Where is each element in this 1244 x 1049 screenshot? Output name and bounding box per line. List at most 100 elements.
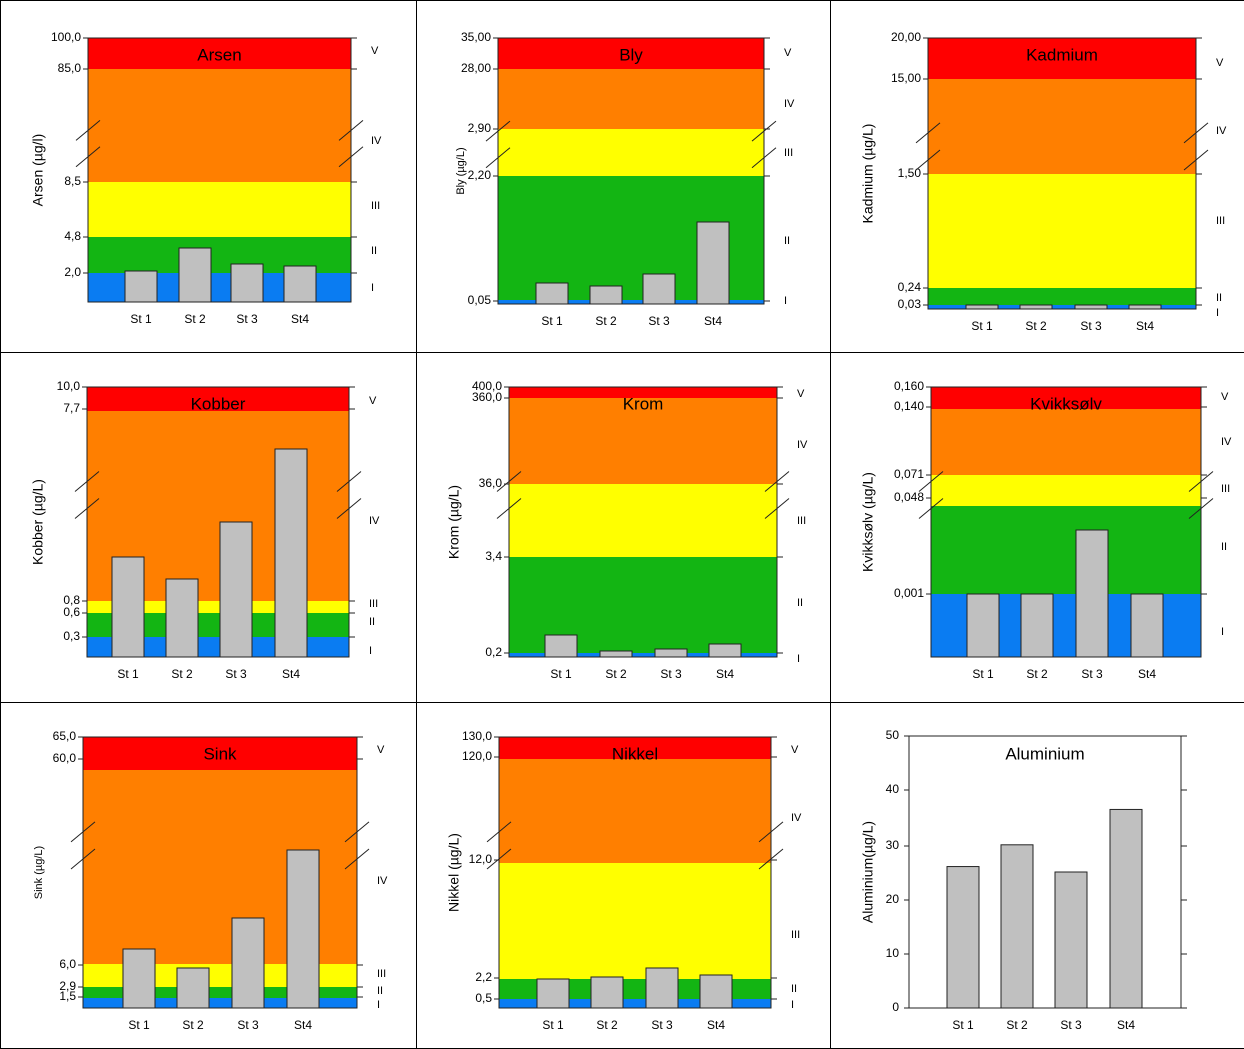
bar-st1 <box>545 635 577 657</box>
chart-svg-arsen: St 1 St 2 St 3 St4100,085,08,54,82,0VIVIIII… <box>1 1 417 353</box>
chart-svg-aluminium: St 1 St 2 St 3 St401020304050AluminiumAlumi… <box>831 703 1244 1049</box>
chart-title: Nikkel <box>612 744 658 763</box>
class-label-V: V <box>1221 391 1229 403</box>
class-label-V: V <box>377 744 385 756</box>
x-tick-label: St 2 <box>1006 1018 1028 1032</box>
x-tick-label: St4 <box>1136 319 1154 333</box>
y-axis-label: Bly (µg/L) <box>455 147 467 194</box>
class-label-II: II <box>797 597 803 609</box>
x-tick-label: St 1 <box>952 1018 974 1032</box>
class-label-IV: IV <box>377 875 388 887</box>
y-tick-label: 130,0 <box>462 729 492 743</box>
bar-st2 <box>600 651 632 657</box>
y-tick-label: 20 <box>886 892 900 906</box>
chart-title: Sink <box>203 744 237 763</box>
x-tick-label: St 3 <box>1081 667 1103 681</box>
class-band-IV <box>88 69 351 182</box>
x-tick-label: St 2 <box>182 1018 204 1032</box>
y-tick-label: 15,00 <box>891 71 921 85</box>
x-tick-label: St 2 <box>1025 319 1047 333</box>
x-tick-label: St 2 <box>1026 667 1048 681</box>
x-tick-label: St 1 <box>542 1018 564 1032</box>
bar-st2 <box>590 286 622 304</box>
y-axis-label: Kadmium (µg/L) <box>860 124 876 224</box>
x-tick-label: St4 <box>294 1018 312 1032</box>
bar-st2 <box>166 579 198 657</box>
class-label-II: II <box>1216 292 1222 304</box>
y-tick-label: 0,071 <box>894 467 924 481</box>
class-label-V: V <box>369 395 377 407</box>
bar-st4 <box>700 975 732 1008</box>
class-label-V: V <box>797 388 805 400</box>
x-tick-label: St 1 <box>971 319 993 333</box>
class-label-I: I <box>369 645 372 657</box>
y-tick-label: 50 <box>886 728 900 742</box>
bar-st3 <box>220 522 252 657</box>
y-tick-label: 0,048 <box>894 490 924 504</box>
y-tick-label: 0,6 <box>63 605 80 619</box>
chart-panel-kadmium: St 1 St 2 St 3 St4 20,00 15,00 1,50 0,24 0,03 V IV… <box>830 0 1244 353</box>
x-tick-label: St 2 <box>184 312 206 326</box>
class-label-IV: IV <box>1221 436 1232 448</box>
chart-title: Kvikksølv <box>1030 394 1102 413</box>
class-label-IV: IV <box>371 135 382 147</box>
class-label-IV: IV <box>797 439 808 451</box>
x-tick-label: St 3 <box>225 667 247 681</box>
class-label-III: III <box>1221 483 1230 495</box>
class-label-IV: IV <box>369 515 380 527</box>
class-label-II: II <box>369 616 375 628</box>
y-tick-label: 8,5 <box>64 174 81 188</box>
x-tick-label: St4 <box>704 314 722 328</box>
bar-st3 <box>1075 305 1107 309</box>
bar-st1 <box>537 979 569 1008</box>
bar-st1 <box>536 283 568 304</box>
chart-panel-sink: St 1 St 2 St 3 St4 65,0 60,0 6,0 2,9 1,5 V IV III II… <box>0 702 417 1049</box>
bar-st2 <box>1001 845 1033 1008</box>
chart-title: Kadmium <box>1026 45 1098 64</box>
y-tick-label: 2,90 <box>468 121 492 135</box>
class-band-III <box>88 182 351 237</box>
y-axis-label: Sink (µg/L) <box>33 846 45 899</box>
chart-svg-kobber: St 1 St 2 St 3 St410,07,70,80,60,3VIVIIIIII… <box>1 353 417 703</box>
y-tick-label: 0,3 <box>63 629 80 643</box>
y-tick-label: 28,00 <box>461 61 491 75</box>
y-tick-label: 20,00 <box>891 30 921 44</box>
bar-st4 <box>1129 305 1161 309</box>
class-label-II: II <box>371 245 377 257</box>
y-tick-label: 36,0 <box>479 476 503 490</box>
chart-panel-kvikksølv: St 1 St 2 St 3 St4 0,160 0,140 0,071 0,048 0,001… <box>830 352 1244 703</box>
y-tick-label: 0,03 <box>898 297 922 311</box>
chart-title: Arsen <box>197 45 241 64</box>
class-band-IV <box>928 79 1196 174</box>
y-tick-label: 0,5 <box>475 991 492 1005</box>
chart-svg-sink: St 1 St 2 St 3 St465,060,06,02,91,5VIVIIIII… <box>1 703 417 1049</box>
chart-svg-kvikksølv: St 1 St 2 St 3 St4 0,160 0,140 0,071 0,048 0,001… <box>831 353 1244 703</box>
bar-st4 <box>697 222 729 304</box>
class-label-I: I <box>797 653 800 665</box>
class-label-V: V <box>784 47 792 59</box>
class-label-I: I <box>1221 626 1224 638</box>
class-label-IV: IV <box>1216 125 1227 137</box>
chart-title: Aluminium <box>1005 744 1084 763</box>
x-tick-label: St 3 <box>648 314 670 328</box>
class-label-IV: IV <box>791 812 802 824</box>
x-tick-label: St 3 <box>236 312 258 326</box>
y-tick-label: 40 <box>886 782 900 796</box>
class-band-IV <box>498 69 764 129</box>
x-tick-label: St 1 <box>128 1018 150 1032</box>
y-tick-label: 1,5 <box>59 989 76 1003</box>
bar-st3 <box>232 918 264 1008</box>
class-band-III <box>498 129 764 176</box>
class-band-IV <box>499 759 771 863</box>
chart-panel-bly: St 1 St 2 St 3 St4 35,00 28,00 2,90 2,20 0,05 V IV… <box>416 0 831 353</box>
x-tick-label: St 1 <box>130 312 152 326</box>
x-tick-label: St 1 <box>550 667 572 681</box>
y-tick-label: 2,2 <box>475 970 492 984</box>
y-tick-label: 35,00 <box>461 30 491 44</box>
y-tick-label: 0,05 <box>468 293 492 307</box>
bar-st4 <box>1131 594 1163 657</box>
class-label-II: II <box>784 235 790 247</box>
y-axis-label: Nikkel (µg/L) <box>446 833 462 912</box>
class-label-V: V <box>1216 57 1224 69</box>
